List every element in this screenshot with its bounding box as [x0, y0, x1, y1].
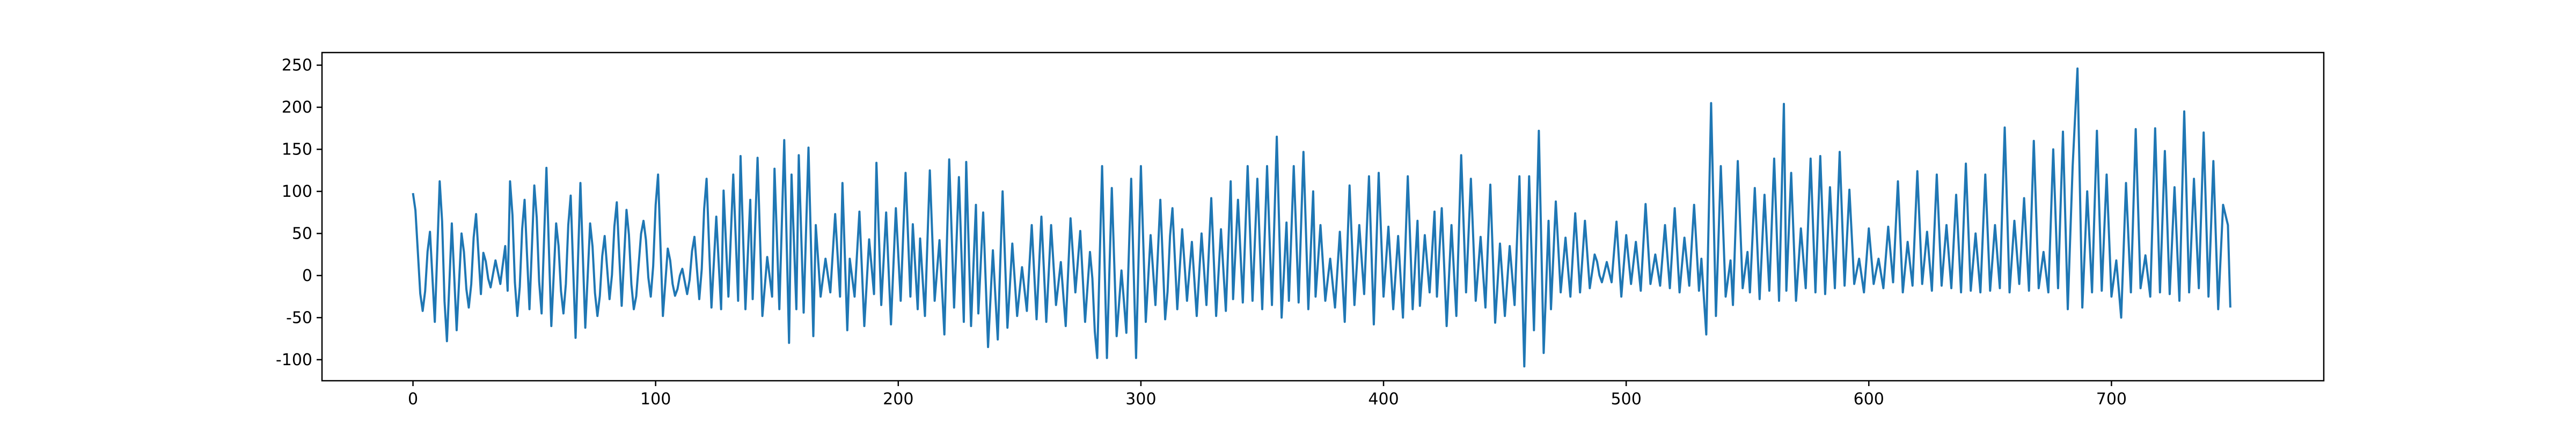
x-axis: 0 100 200 300 400 500 600 700: [408, 381, 2127, 409]
y-tick-label: 250: [282, 56, 312, 75]
y-tick-label: 150: [282, 140, 312, 159]
x-tick-label: 700: [2096, 390, 2127, 409]
x-tick-label: 400: [1368, 390, 1399, 409]
y-axis: -100 -50 0 50 100 150 200 250: [276, 56, 322, 369]
x-tick-label: 0: [408, 390, 418, 409]
y-tick-label: -50: [286, 308, 312, 327]
x-tick-label: 300: [1125, 390, 1156, 409]
axes-frame: [321, 51, 2325, 382]
plot-area: [412, 67, 2231, 368]
x-tick-label: 600: [1854, 390, 1884, 409]
y-tick-label: -100: [276, 351, 312, 369]
x-tick-label: 200: [883, 390, 913, 409]
y-tick-label: 50: [292, 224, 312, 243]
y-tick-label: 0: [302, 267, 312, 285]
y-tick-label: 200: [282, 98, 312, 117]
y-tick-label: 100: [282, 182, 312, 201]
x-tick-label: 500: [1611, 390, 1642, 409]
x-tick-label: 100: [640, 390, 671, 409]
series-line: [412, 67, 2231, 368]
